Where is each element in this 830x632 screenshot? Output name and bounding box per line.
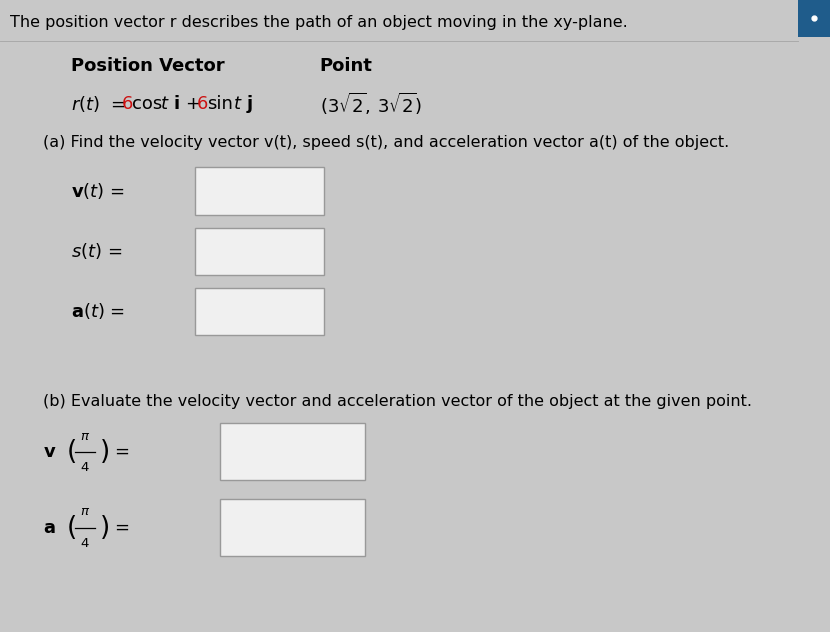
Text: $\mathbf{a}$: $\mathbf{a}$	[43, 519, 56, 537]
Bar	[195, 288, 324, 335]
Bar	[220, 423, 365, 480]
Text: $\mathbf{a}(t)$ =: $\mathbf{a}(t)$ =	[71, 301, 124, 321]
Text: (b) Evaluate the velocity vector and acceleration vector of the object at the gi: (b) Evaluate the velocity vector and acc…	[43, 394, 752, 409]
Bar	[798, 0, 830, 37]
Text: $\mathbf{i}$: $\mathbf{i}$	[173, 95, 179, 113]
Text: $s(t)$ =: $s(t)$ =	[71, 241, 122, 261]
Text: $(3\sqrt{2},\,3\sqrt{2})$: $(3\sqrt{2},\,3\sqrt{2})$	[320, 91, 422, 118]
Text: $t$: $t$	[160, 95, 170, 113]
Text: sin: sin	[207, 95, 232, 113]
Text: =: =	[115, 519, 129, 537]
Bar	[220, 499, 365, 556]
Text: $\mathbf{j}$: $\mathbf{j}$	[246, 94, 253, 115]
Text: =: =	[110, 95, 125, 113]
Text: Position Vector: Position Vector	[71, 58, 224, 75]
Text: ): )	[100, 514, 110, 541]
Text: (: (	[66, 514, 76, 541]
Text: ): )	[100, 439, 110, 465]
Text: $t$: $t$	[233, 95, 243, 113]
Text: $\pi$: $\pi$	[80, 506, 90, 518]
Text: $\mathbf{v}(t)$ =: $\mathbf{v}(t)$ =	[71, 181, 124, 201]
Bar	[195, 228, 324, 275]
Text: $\pi$: $\pi$	[80, 430, 90, 442]
Text: Point: Point	[320, 58, 373, 75]
Text: 4: 4	[81, 537, 89, 550]
Text: (a) Find the velocity vector v(t), speed s(t), and acceleration vector a(t) of t: (a) Find the velocity vector v(t), speed…	[43, 135, 730, 150]
Text: (: (	[66, 439, 76, 465]
Text: 6: 6	[197, 95, 208, 113]
Text: The position vector r describes the path of an object moving in the xy-plane.: The position vector r describes the path…	[10, 15, 627, 30]
Bar	[195, 167, 324, 215]
Text: $\mathbf{v}$: $\mathbf{v}$	[43, 443, 56, 461]
Text: $r(t)$: $r(t)$	[71, 94, 100, 114]
Text: cos: cos	[132, 95, 162, 113]
Text: +: +	[185, 95, 200, 113]
Text: =: =	[115, 443, 129, 461]
Text: 6: 6	[122, 95, 134, 113]
Text: 4: 4	[81, 461, 89, 474]
